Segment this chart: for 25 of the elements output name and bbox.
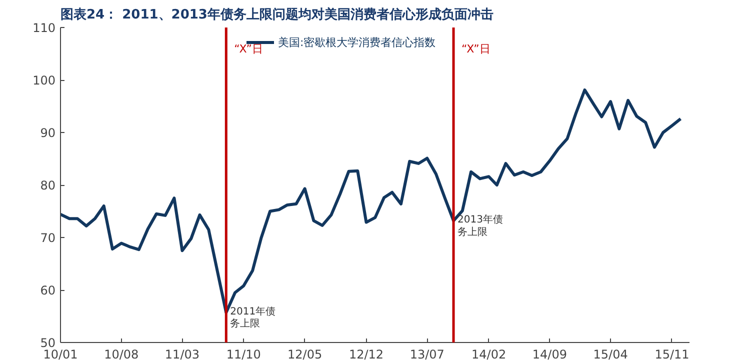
x-tick-label: 10/08 bbox=[104, 348, 139, 362]
y-tick-label: 50 bbox=[40, 336, 56, 350]
chart-title: 图表24： 2011、2013年债务上限问题均对美国消费者信心形成负面冲击 bbox=[60, 6, 494, 22]
ref-line-label: “X”日 bbox=[462, 42, 490, 56]
y-tick-label: 80 bbox=[40, 178, 56, 192]
y-tick-label: 90 bbox=[40, 126, 56, 140]
x-tick-label: 14/09 bbox=[532, 348, 567, 362]
y-tick-label: 110 bbox=[32, 21, 56, 35]
x-tick-label: 15/04 bbox=[593, 348, 628, 362]
x-tick-label: 10/01 bbox=[43, 348, 78, 362]
text: 美国:密歇根大学消费者信心指数 bbox=[278, 34, 436, 50]
x-tick-label: 11/10 bbox=[226, 348, 261, 362]
x-tick-label: 12/05 bbox=[288, 348, 322, 362]
x-tick-label: 15/11 bbox=[654, 348, 690, 362]
x-tick-label: 11/03 bbox=[164, 348, 200, 362]
y-tick-label: 100 bbox=[32, 74, 56, 88]
x-tick-label: 12/12 bbox=[348, 348, 384, 362]
x-tick-label: 13/07 bbox=[410, 348, 444, 362]
y-tick-label: 70 bbox=[40, 231, 56, 245]
annotation: 2013年债务上限 bbox=[458, 214, 503, 238]
y-tick-label: 60 bbox=[40, 284, 56, 298]
annotation: 2011年债务上限 bbox=[230, 306, 276, 330]
line-series bbox=[60, 88, 682, 314]
x-tick-label: 14/02 bbox=[472, 348, 506, 362]
ref-line-label: “X”日 bbox=[234, 42, 263, 56]
